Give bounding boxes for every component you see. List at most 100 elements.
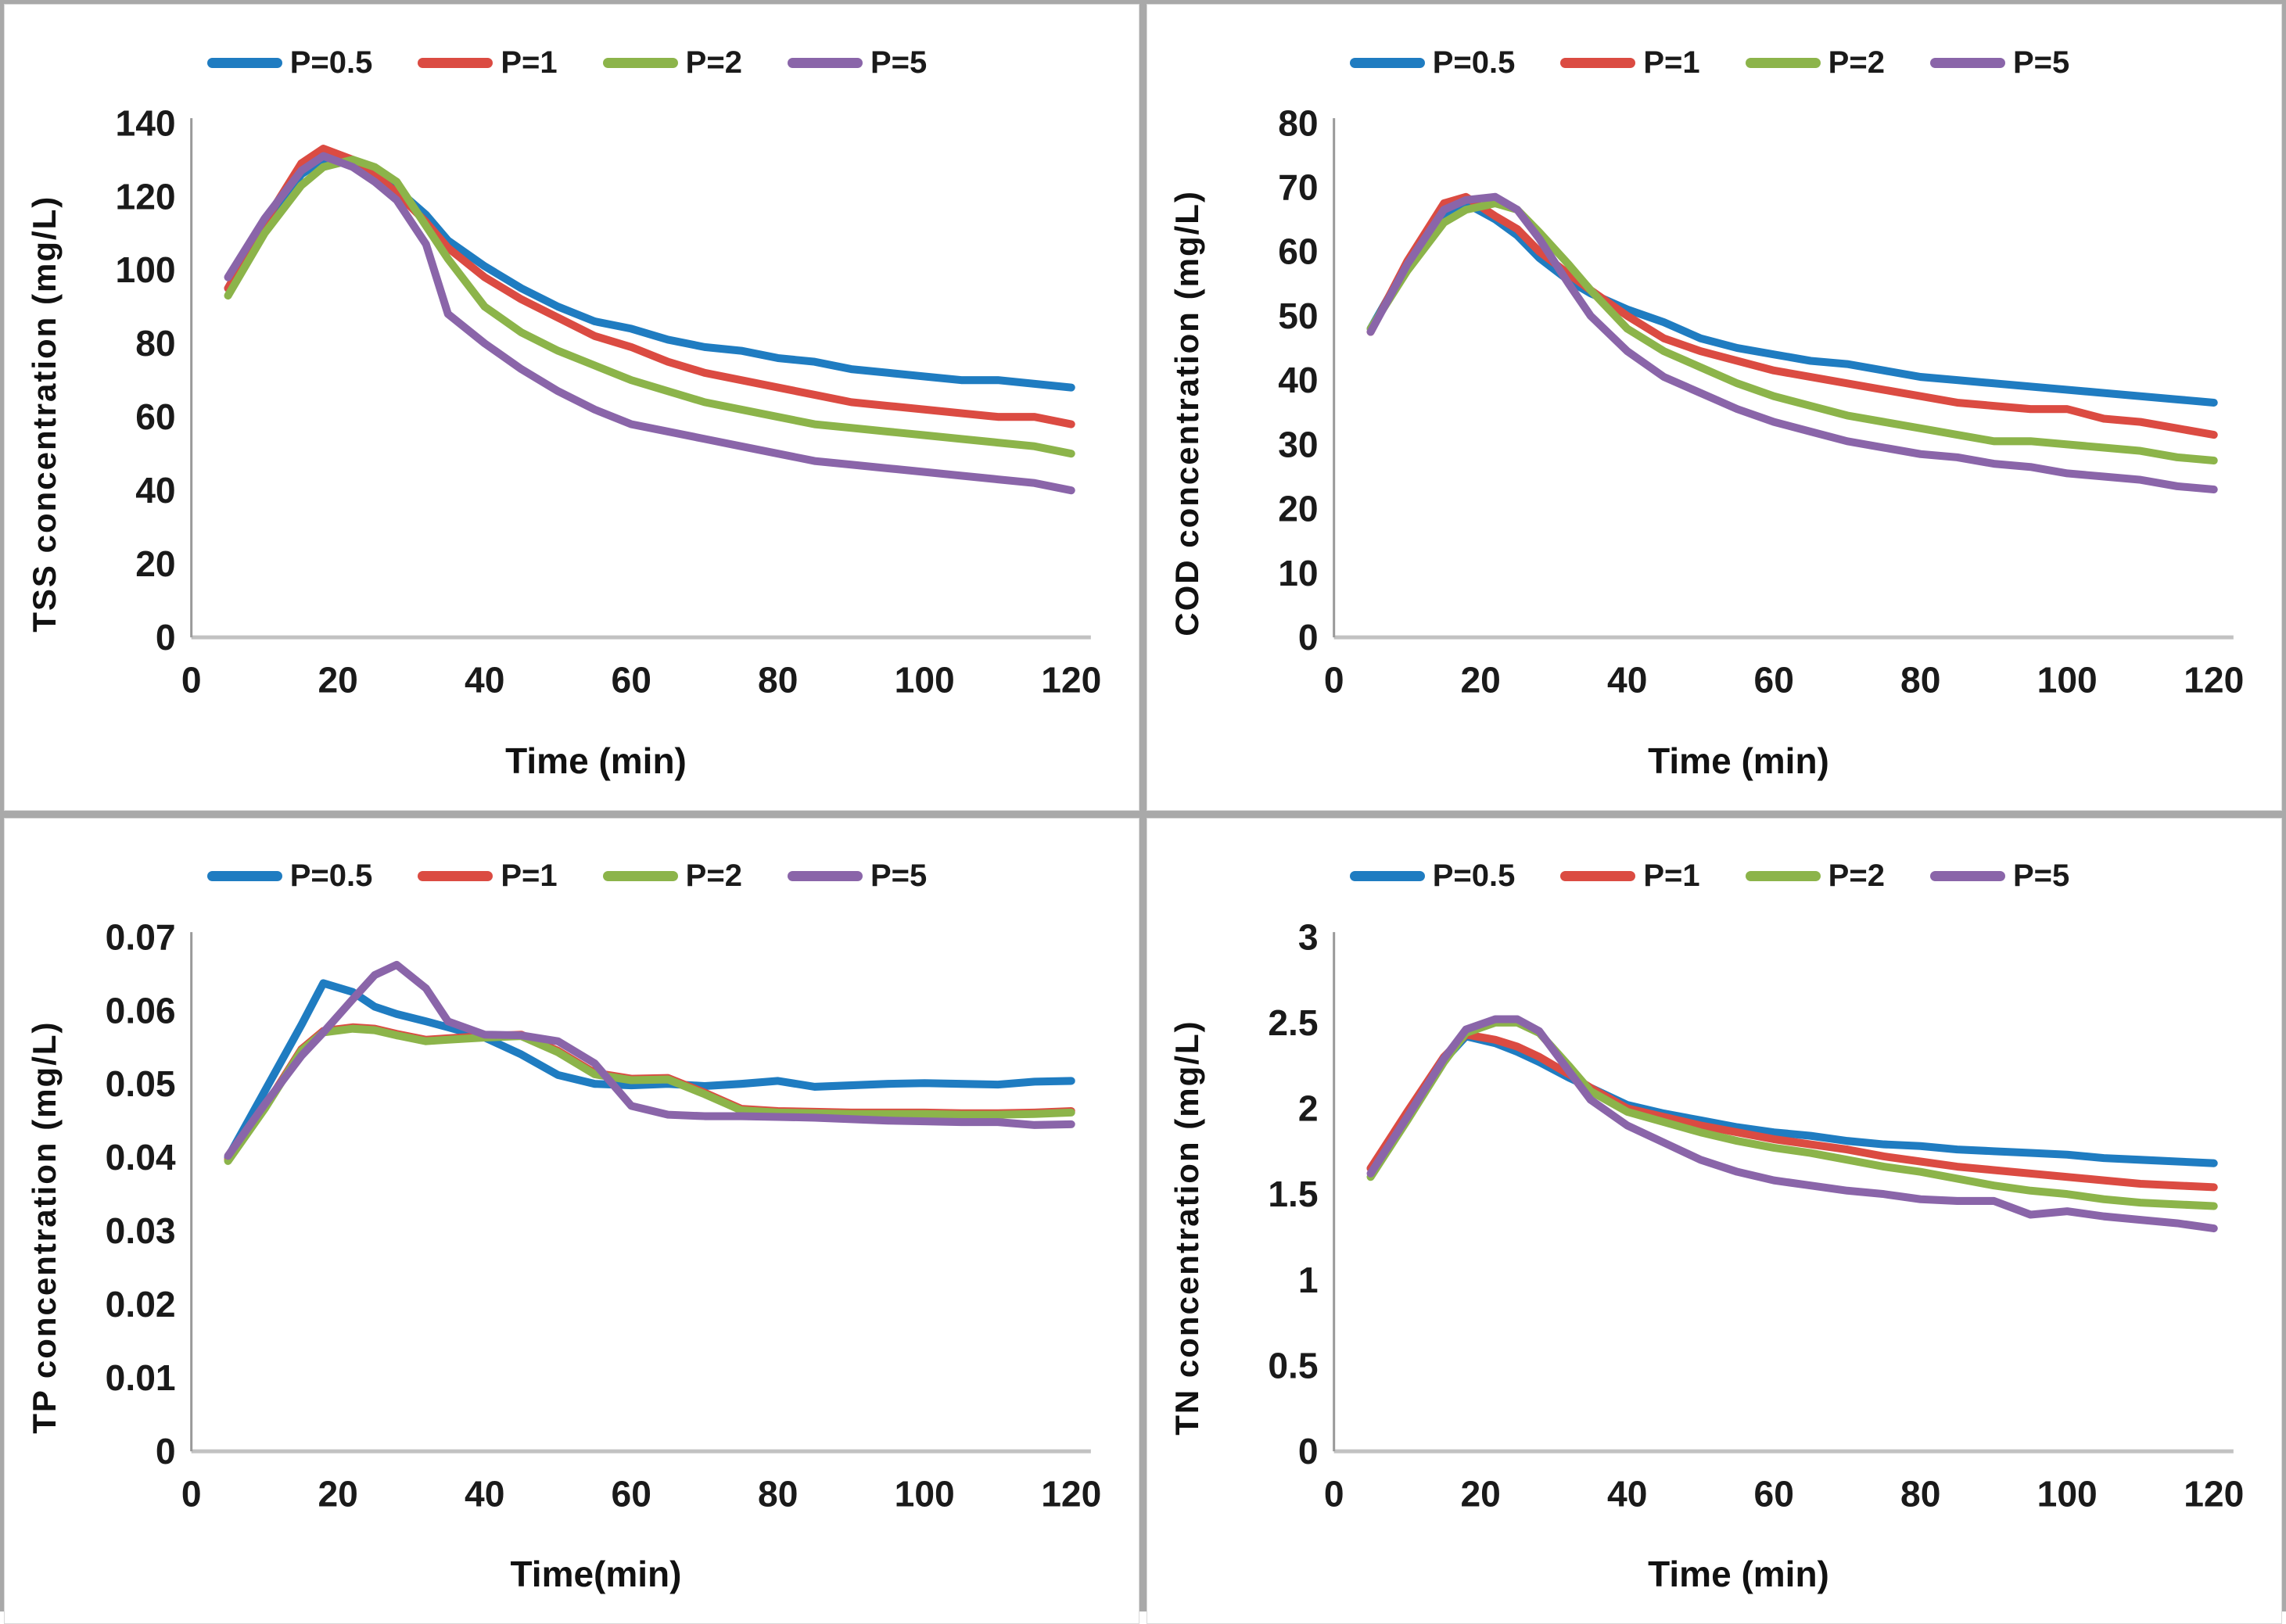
panel-cod: P=0.5 P=1 P=2 P=5 COD concentration (mg/L) … (1147, 4, 2282, 811)
x-axis-title-cod: Time (min) (1648, 740, 1829, 781)
legend-item-p2: P=2 (1745, 45, 1885, 81)
y-tick-label: 30 (1278, 424, 1318, 464)
legend-item-p2: P=2 (1745, 859, 1885, 894)
x-tick-label: 100 (2037, 659, 2098, 700)
y-tick-label: 1.5 (1268, 1174, 1318, 1214)
panel-tp: P=0.5 P=1 P=2 P=5 TP concentration (mg/L) 0… (4, 817, 1139, 1624)
cod-plot-svg: 0 10 20 30 40 50 60 70 80 0 20 40 60 80 100 120 (1278, 102, 2244, 700)
y-tick-label: 80 (1278, 102, 1318, 143)
tp-plot: 0 0.01 0.02 0.03 0.04 0.05 0.06 0.07 0 20 40 60 80 10… (74, 902, 1118, 1554)
panel-tn: P=0.5 P=1 P=2 P=5 TN concentration (mg/L) 0… (1147, 817, 2282, 1624)
tn-plot: 0 0.5 1 1.5 2 2.5 3 0 20 40 60 80 100 120 (1216, 902, 2261, 1554)
x-axis-title-tn: Time (min) (1648, 1554, 1829, 1595)
y-tick-label: 50 (1278, 296, 1318, 336)
legend-item-p0.5: P=0.5 (206, 859, 373, 894)
legend-line-swatch (787, 57, 863, 68)
x-tick-label: 0 (181, 1473, 202, 1514)
series-line-p1 (1366, 192, 2218, 439)
series-line-p2 (1366, 199, 2218, 465)
cod-plot: 0 10 20 30 40 50 60 70 80 0 20 40 60 80 100 120 (1216, 88, 2261, 740)
series-line-p5 (1366, 192, 2218, 494)
legend-line-swatch (602, 871, 678, 882)
x-tick-label: 120 (1041, 1473, 1101, 1514)
legend-label: P=1 (1643, 45, 1700, 80)
y-tick-label: 1 (1298, 1260, 1319, 1300)
y-tick-label: 10 (1278, 553, 1318, 593)
legend-item-p5: P=5 (787, 859, 928, 894)
x-tick-label: 60 (1754, 1473, 1794, 1514)
plot-row-tp: TP concentration (mg/L) 0 0.01 0.02 0.03 0.0… (16, 902, 1118, 1554)
y-tick-label: 140 (116, 102, 176, 143)
x-tick-label: 0 (1324, 659, 1344, 700)
y-tick-label: 0 (156, 617, 176, 658)
series-line-p5 (1366, 1015, 2218, 1232)
y-tick-label: 70 (1278, 167, 1318, 208)
y-tick-label: 0 (1298, 617, 1319, 658)
legend-line-swatch (1349, 57, 1425, 68)
y-tick-label: 3 (1298, 916, 1319, 957)
legend-item-p0.5: P=0.5 (1349, 859, 1515, 894)
x-tick-label: 0 (1324, 1473, 1344, 1514)
tn-plot-svg: 0 0.5 1 1.5 2 2.5 3 0 20 40 60 80 100 120 (1268, 916, 2244, 1514)
x-tick-label: 80 (758, 659, 798, 700)
series-line-p1 (224, 1023, 1075, 1163)
legend-label: P=0.5 (289, 45, 373, 80)
legend-label: P=5 (870, 859, 928, 894)
y-tick-label: 0.06 (106, 990, 176, 1031)
legend-label: P=0.5 (289, 859, 373, 894)
y-tick-label: 0 (156, 1431, 176, 1472)
legend-tp: P=0.5 P=1 P=2 P=5 (16, 851, 1118, 902)
legend-item-p5: P=5 (1929, 859, 2069, 894)
series-line-p2 (224, 1024, 1075, 1165)
legend-line-swatch (1929, 871, 2005, 882)
x-tick-label: 60 (612, 659, 651, 700)
plot-row-cod: COD concentration (mg/L) 0 10 20 30 40 50 60 70… (1158, 88, 2261, 740)
legend-line-swatch (1560, 871, 1636, 882)
x-tick-label: 0 (181, 659, 202, 700)
x-tick-label: 40 (1607, 659, 1647, 700)
y-tick-label: 0.04 (106, 1137, 176, 1178)
y-tick-label: 20 (135, 543, 175, 584)
tss-plot: 0 20 40 60 80 100 120 140 0 20 40 60 80 100 120 (74, 88, 1118, 740)
legend-label: P=2 (685, 45, 742, 80)
x-tick-label: 40 (1607, 1473, 1647, 1514)
legend-line-swatch (1560, 57, 1636, 68)
legend-label: P=0.5 (1432, 45, 1516, 80)
x-tick-label: 100 (895, 1473, 955, 1514)
x-tick-label: 20 (1460, 1473, 1500, 1514)
legend-cod: P=0.5 P=1 P=2 P=5 (1158, 38, 2261, 88)
legend-label: P=1 (501, 859, 558, 894)
x-tick-label: 20 (318, 659, 357, 700)
y-tick-label: 0.05 (106, 1063, 176, 1104)
y-axis-title-cod: COD concentration (mg/L) (1168, 190, 1205, 637)
legend-line-swatch (418, 871, 493, 882)
legend-item-p5: P=5 (787, 45, 928, 81)
legend-item-p1: P=1 (418, 859, 558, 894)
y-tick-label: 0.01 (106, 1357, 176, 1398)
x-tick-label: 100 (2037, 1473, 2098, 1514)
y-tick-label: 0.02 (106, 1284, 176, 1325)
x-tick-label: 80 (1900, 659, 1940, 700)
series-line-p2 (224, 156, 1075, 458)
legend-label: P=2 (1828, 859, 1885, 894)
x-axis-title-tp: Time(min) (510, 1554, 682, 1595)
x-tick-label: 20 (318, 1473, 357, 1514)
x-tick-label: 40 (465, 1473, 504, 1514)
legend-item-p0.5: P=0.5 (206, 45, 373, 81)
legend-item-p1: P=1 (418, 45, 558, 81)
legend-line-swatch (787, 871, 863, 882)
x-tick-label: 80 (1900, 1473, 1940, 1514)
y-tick-label: 40 (135, 470, 175, 511)
y-tick-label: 20 (1278, 489, 1318, 529)
legend-label: P=5 (870, 45, 928, 80)
y-tick-label: 120 (116, 176, 176, 217)
series-line-p5 (224, 960, 1075, 1160)
x-tick-label: 40 (465, 659, 504, 700)
legend-line-swatch (206, 57, 282, 68)
x-axis-title-tss: Time (min) (505, 740, 687, 781)
legend-item-p2: P=2 (602, 859, 742, 894)
legend-line-swatch (1745, 871, 1821, 882)
legend-line-swatch (1349, 871, 1425, 882)
y-tick-label: 0.07 (106, 916, 176, 957)
y-tick-label: 80 (135, 323, 175, 364)
